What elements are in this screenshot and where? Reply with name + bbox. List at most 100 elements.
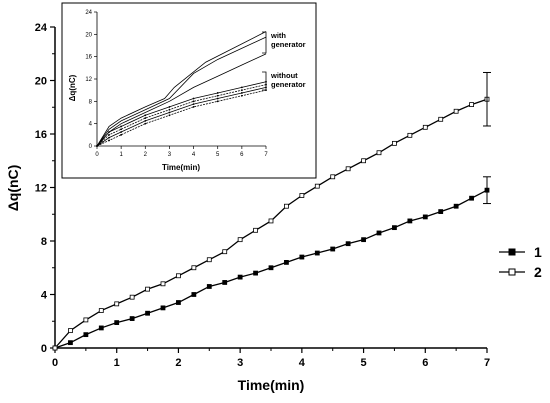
inset-x-axis-title: Time(min) bbox=[162, 163, 200, 172]
x-tick-label: 3 bbox=[237, 357, 243, 369]
x-tick-label: 0 bbox=[52, 357, 58, 369]
inset-series-point bbox=[168, 114, 171, 117]
x-tick-label: 4 bbox=[299, 357, 306, 369]
inset-series-point bbox=[192, 97, 195, 100]
inset-series-point bbox=[192, 106, 195, 108]
inset-series-point bbox=[216, 94, 219, 97]
legend-marker-1 bbox=[508, 248, 516, 256]
inset-series-point bbox=[240, 86, 243, 89]
inset-y-tick-label: 4 bbox=[89, 122, 93, 128]
series-2-point bbox=[206, 257, 212, 263]
inset-y-tick-label: 8 bbox=[89, 99, 93, 105]
series-1-point bbox=[206, 284, 212, 289]
series-2-point bbox=[422, 124, 428, 130]
series-1-point bbox=[191, 292, 197, 297]
inset-x-tick-label: 4 bbox=[192, 152, 196, 158]
inset-series-point bbox=[216, 100, 219, 103]
series-2-point bbox=[268, 218, 274, 224]
series-1-point bbox=[68, 340, 73, 346]
inset-x-tick-label: 6 bbox=[240, 152, 244, 158]
inset-series-line bbox=[96, 31, 267, 147]
inset-series-point bbox=[120, 133, 123, 136]
inset-without-generator-group bbox=[96, 80, 267, 147]
series-1-point bbox=[253, 270, 258, 276]
series-2-point bbox=[392, 140, 397, 146]
series-2-point bbox=[453, 108, 459, 114]
y-tick-label: 20 bbox=[35, 76, 47, 88]
inset-frame bbox=[61, 2, 317, 179]
inset-y-tick-label: 16 bbox=[85, 55, 92, 61]
x-tick-label: 2 bbox=[175, 357, 181, 369]
series-1-point bbox=[330, 246, 336, 252]
without-generator-label-line2: generator bbox=[271, 80, 306, 89]
inset-series-point bbox=[240, 92, 243, 94]
inset-x-tick-label: 0 bbox=[95, 152, 99, 158]
series-2-point bbox=[98, 308, 104, 313]
legend-marker-2 bbox=[508, 268, 516, 276]
series-1-point bbox=[376, 230, 382, 236]
series-1-point bbox=[237, 274, 243, 280]
series-2-point bbox=[83, 317, 89, 323]
series-2-point bbox=[361, 158, 366, 164]
inset-series-point bbox=[120, 131, 123, 133]
inset-x-tick-label: 7 bbox=[264, 152, 268, 158]
series-1-point bbox=[160, 305, 166, 311]
inset-series-point bbox=[240, 94, 243, 97]
with-generator-bracket bbox=[262, 31, 267, 54]
series-1-point bbox=[314, 250, 320, 256]
series-1-point bbox=[438, 209, 444, 214]
series-2-point bbox=[253, 227, 258, 233]
inset-x-tick-label: 2 bbox=[144, 152, 148, 158]
inset-series-point bbox=[168, 106, 171, 108]
inset-series-point bbox=[144, 117, 147, 119]
inset-series-point bbox=[240, 89, 243, 92]
main-y-axis-title: Δq(nC) bbox=[5, 165, 21, 212]
y-tick-label: 0 bbox=[41, 343, 47, 355]
series-1-point bbox=[222, 280, 228, 285]
series-2-point bbox=[129, 294, 135, 300]
series-1-point bbox=[129, 316, 135, 321]
series-2-point bbox=[114, 301, 120, 307]
series-2-point bbox=[176, 273, 181, 279]
y-tick-label: 8 bbox=[41, 236, 47, 248]
inset-series-point bbox=[168, 111, 171, 114]
series-2-point bbox=[299, 193, 305, 198]
series-2-point bbox=[376, 150, 382, 156]
series-1-point bbox=[392, 225, 397, 231]
series-2-point bbox=[438, 116, 444, 122]
without-generator-bracket bbox=[262, 71, 267, 91]
inset-y-tick-label: 0 bbox=[89, 144, 93, 150]
inset-series-point bbox=[192, 103, 195, 106]
series-1-point bbox=[284, 259, 289, 265]
inset-x-tick-label: 3 bbox=[168, 152, 172, 158]
inset-series bbox=[96, 31, 267, 147]
main-series bbox=[52, 71, 491, 351]
series-2-point bbox=[222, 249, 228, 255]
series-1-point bbox=[114, 320, 120, 325]
series-1-point bbox=[83, 332, 89, 338]
main-x-axis-title: Time(min) bbox=[238, 377, 305, 393]
inset-y-axis-title: Δq(nC) bbox=[68, 74, 77, 101]
inset-series-point bbox=[108, 139, 110, 142]
inset-series-point bbox=[120, 128, 123, 131]
series-2-point bbox=[68, 328, 73, 334]
series-1-point bbox=[422, 214, 428, 220]
legend-label-1: 1 bbox=[534, 244, 542, 260]
inset-y-tick-label: 20 bbox=[85, 32, 92, 38]
inset-y-tick-label: 24 bbox=[85, 10, 92, 16]
legend-label-2: 2 bbox=[534, 264, 542, 280]
inset-series-point bbox=[192, 100, 195, 103]
series-1-point bbox=[299, 254, 305, 260]
x-tick-label: 7 bbox=[484, 357, 490, 369]
inset-y-tick-label: 12 bbox=[85, 77, 92, 83]
legend: 1 2 bbox=[499, 244, 542, 280]
series-2-point bbox=[284, 203, 289, 209]
series-2-point bbox=[52, 345, 58, 351]
x-tick-label: 6 bbox=[422, 357, 428, 369]
inset-x-tick-label: 5 bbox=[216, 152, 220, 158]
with-generator-label-line1: with bbox=[270, 31, 286, 40]
inset-series-point bbox=[108, 136, 110, 139]
